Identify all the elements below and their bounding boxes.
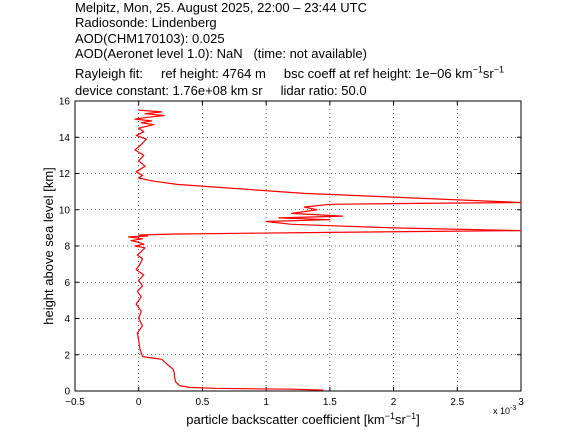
rayleigh-fit-line: Rayleigh fit: ref height: 4764 m bsc coe… <box>75 64 504 81</box>
bsc-coeff-ref: bsc coeff at ref height: 1e−06 km−1sr−1 <box>283 64 504 81</box>
aod-aeronet-note: (time: not available) <box>253 46 367 61</box>
device-lidar-line: device constant: 1.76e+08 km sr lidar ra… <box>75 83 367 98</box>
y-tick-label: 10 <box>59 205 71 216</box>
x-tick-label: 1 <box>263 397 269 408</box>
chart-title-location-time: Melpitz, Mon, 25. August 2025, 22:00 – 2… <box>75 0 367 15</box>
device-constant: device constant: 1.76e+08 km sr <box>75 83 263 98</box>
x-axis-label-sr: sr <box>395 412 407 427</box>
x-tick-label: 1.5 <box>323 397 337 408</box>
x-axis-label-exp1: −1 <box>385 411 395 421</box>
x-axis-label-main: particle backscatter coefficient [km <box>186 412 384 427</box>
y-tick-label: 0 <box>64 387 70 398</box>
backscatter-profile-line <box>127 109 522 391</box>
aod-aeronet-label: AOD(Aeronet level 1.0): NaN (time: not a… <box>75 46 367 61</box>
lidar-ratio: lidar ratio: 50.0 <box>280 83 367 98</box>
aod-aeronet-value: AOD(Aeronet level 1.0): NaN <box>75 46 243 61</box>
rayleigh-fit-label: Rayleigh fit: <box>75 66 143 81</box>
x-axis-multiplier-exp: -3 <box>510 405 516 412</box>
x-tick-label: 3 <box>518 397 524 408</box>
y-tick-label: 4 <box>64 314 70 325</box>
x-tick-label: −0.5 <box>65 397 85 408</box>
grid-layer <box>75 101 521 391</box>
bsc-coeff-exp2: −1 <box>493 64 504 75</box>
reference-height: ref height: 4764 m <box>160 66 266 81</box>
y-tick-label: 2 <box>64 350 70 361</box>
aod-chm-label: AOD(CHM170103): 0.025 <box>75 31 225 46</box>
y-tick-label: 16 <box>59 97 71 108</box>
y-tick-label: 14 <box>59 133 71 144</box>
x-tick-label: 0.5 <box>195 397 209 408</box>
bsc-coeff-exp1: −1 <box>472 64 483 75</box>
bsc-coeff-sr: sr <box>482 66 494 81</box>
x-tick-label: 2 <box>391 397 397 408</box>
y-tick-label: 12 <box>59 169 71 180</box>
x-tick-label: 2.5 <box>450 397 464 408</box>
bsc-coeff-text: bsc coeff at ref height: 1e−06 km <box>283 66 473 81</box>
x-tick-label: 0 <box>136 397 142 408</box>
y-axis-label: height above sea level [km] <box>41 167 56 325</box>
y-tick-label: 6 <box>64 278 70 289</box>
x-axis-label-end: ] <box>416 412 420 427</box>
x-axis-multiplier: x 10-3 <box>493 405 516 416</box>
x-axis-multiplier-base: x 10 <box>493 406 510 416</box>
y-tick-label: 8 <box>64 242 70 253</box>
radiosonde-label: Radiosonde: Lindenberg <box>75 15 217 30</box>
x-axis-label-exp2: −1 <box>406 411 416 421</box>
x-axis-label: particle backscatter coefficient [km−1sr… <box>186 411 419 427</box>
